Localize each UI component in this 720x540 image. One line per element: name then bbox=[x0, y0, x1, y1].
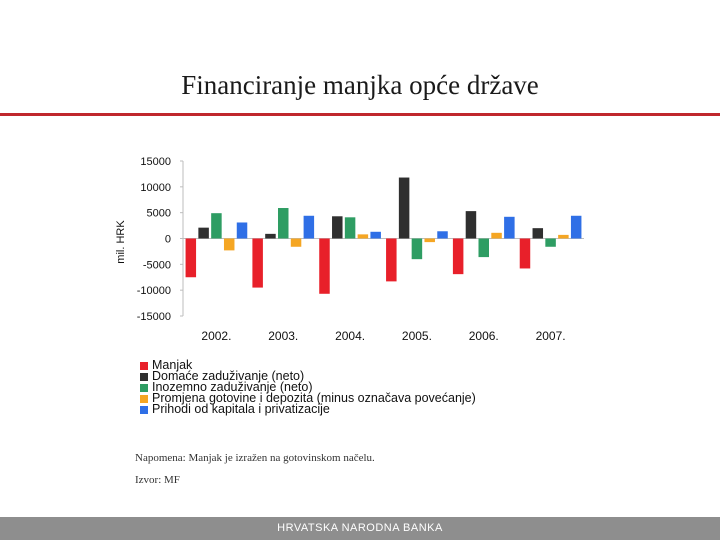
x-tick-label: 2002. bbox=[201, 329, 231, 343]
x-axis-labels: 2002. 2003. 2004. 2005. 2006. 2007. bbox=[201, 329, 565, 343]
chart-note: Napomena: Manjak je izražen na gotovinsk… bbox=[135, 452, 375, 464]
bar bbox=[198, 227, 209, 239]
bar bbox=[519, 238, 531, 269]
bar bbox=[504, 216, 515, 239]
bar bbox=[303, 215, 315, 239]
bar bbox=[398, 177, 410, 239]
legend-swatch bbox=[140, 405, 148, 414]
bar bbox=[344, 217, 356, 239]
legend-item: Promjena gotovine i depozita (minus ozna… bbox=[140, 391, 476, 405]
bar bbox=[236, 222, 248, 239]
y-tick-label: 15000 bbox=[140, 156, 171, 168]
legend-swatch bbox=[140, 394, 148, 403]
legend-swatch bbox=[140, 383, 148, 392]
legend-label: Manjak bbox=[152, 358, 193, 372]
bar bbox=[252, 238, 263, 288]
bar bbox=[278, 208, 289, 239]
title-divider bbox=[0, 113, 720, 116]
y-tick-label: -5000 bbox=[143, 259, 171, 271]
bars bbox=[185, 177, 582, 294]
bar bbox=[558, 234, 569, 239]
bar bbox=[265, 233, 276, 239]
bar bbox=[332, 216, 343, 239]
legend-item: Manjak bbox=[140, 358, 476, 372]
x-tick-label: 2003. bbox=[268, 329, 298, 343]
bar bbox=[437, 231, 448, 239]
bar bbox=[424, 238, 435, 243]
footer-text: HRVATSKA NARODNA BANKA bbox=[277, 522, 443, 534]
legend-item: Inozemno zaduživanje (neto) bbox=[140, 380, 476, 394]
x-tick-label: 2005. bbox=[402, 329, 432, 343]
y-tick-label: 10000 bbox=[140, 182, 171, 194]
bar bbox=[491, 232, 502, 239]
page-title: Financiranje manjka opće države bbox=[181, 70, 539, 100]
bar bbox=[386, 238, 397, 282]
legend-swatch bbox=[140, 372, 148, 381]
bar bbox=[185, 238, 197, 278]
x-tick-label: 2006. bbox=[469, 329, 499, 343]
y-axis-title: mil. HRK bbox=[115, 220, 127, 264]
legend-item: Domaće zaduživanje (neto) bbox=[140, 369, 476, 383]
bar bbox=[370, 231, 381, 239]
bar bbox=[290, 238, 302, 247]
bar bbox=[465, 211, 477, 239]
bar bbox=[211, 213, 222, 239]
bar bbox=[478, 238, 489, 258]
y-axis: 15000 10000 5000 0 -5000 -10000 -15000 bbox=[137, 156, 584, 323]
y-tick-label: 0 bbox=[165, 234, 171, 246]
bar bbox=[357, 234, 369, 239]
bar bbox=[319, 238, 330, 294]
bar bbox=[223, 238, 235, 251]
bar bbox=[411, 238, 423, 260]
legend-swatch bbox=[140, 361, 148, 370]
legend-label: Prihodi od kapitala i privatizacije bbox=[152, 402, 330, 416]
bar bbox=[545, 238, 556, 247]
x-tick-label: 2007. bbox=[536, 329, 566, 343]
bar bbox=[570, 215, 582, 239]
chart-legend: Manjak Domaće zaduživanje (neto) Inozemno … bbox=[140, 358, 476, 416]
bar bbox=[532, 228, 544, 239]
footer-bar: HRVATSKA NARODNA BANKA bbox=[0, 517, 720, 540]
x-tick-label: 2004. bbox=[335, 329, 365, 343]
y-tick-label: -15000 bbox=[137, 311, 171, 323]
legend-label: Promjena gotovine i depozita (minus ozna… bbox=[152, 391, 476, 405]
chart-source: Izvor: MF bbox=[135, 474, 180, 486]
legend-label: Domaće zaduživanje (neto) bbox=[152, 369, 305, 383]
bar bbox=[452, 238, 464, 275]
legend-item: Prihodi od kapitala i privatizacije bbox=[140, 402, 476, 416]
y-tick-label: -10000 bbox=[137, 285, 171, 297]
y-tick-label: 5000 bbox=[147, 208, 171, 220]
legend-label: Inozemno zaduživanje (neto) bbox=[152, 380, 313, 394]
